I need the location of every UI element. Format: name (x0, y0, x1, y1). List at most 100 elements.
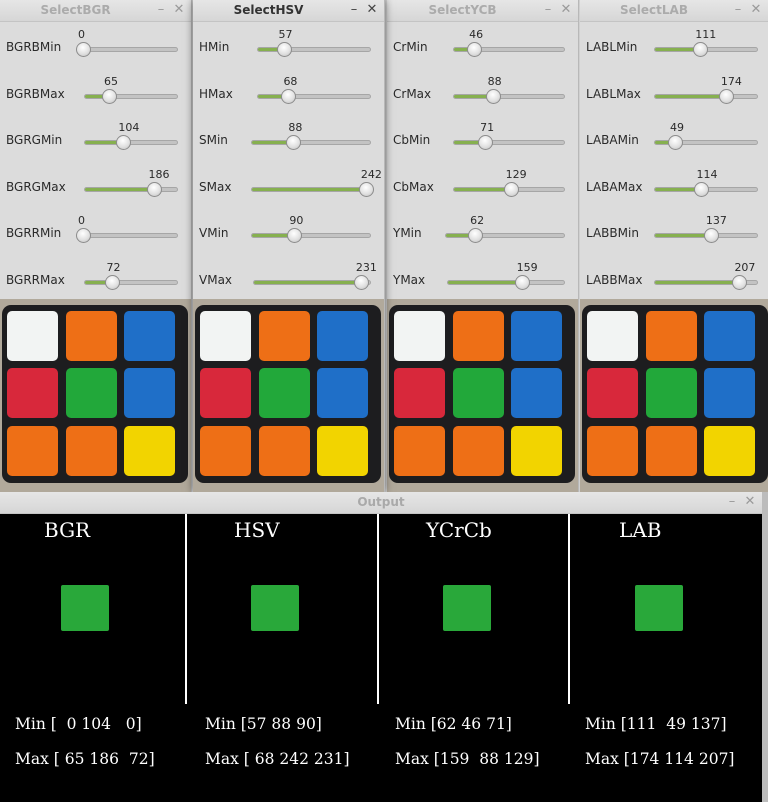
slider-handle[interactable] (353, 275, 369, 290)
slider-handle[interactable] (514, 275, 530, 290)
slider-track[interactable] (453, 89, 565, 104)
slider-track[interactable] (453, 135, 565, 150)
slider-track[interactable] (654, 228, 758, 243)
slider-fill (655, 234, 711, 237)
slider-handle[interactable] (286, 135, 302, 150)
slider-handle[interactable] (667, 135, 683, 150)
min-values: Min [ 0 104 0] (15, 715, 142, 733)
slider-handle[interactable] (693, 42, 709, 57)
slider-handle[interactable] (104, 275, 120, 290)
trackbar-label: HMax (199, 87, 233, 101)
slider-fill (85, 95, 109, 98)
trackbar-label: CbMin (393, 133, 431, 147)
slider-track[interactable] (447, 275, 565, 290)
title-bar[interactable]: SelectBGR – ✕ (0, 0, 191, 22)
slider-handle[interactable] (718, 89, 734, 104)
slider-track[interactable] (84, 275, 178, 290)
trackbar-value: 72 (106, 261, 121, 274)
trackbar-value: 137 (705, 214, 727, 227)
slider-handle[interactable] (76, 42, 91, 57)
min-values: Min [62 46 71] (395, 715, 512, 733)
slider-track[interactable] (251, 135, 371, 150)
slider-track[interactable] (84, 135, 178, 150)
title-bar[interactable]: SelectYCB – ✕ (387, 0, 578, 22)
slider-track[interactable] (453, 42, 565, 57)
panel-heading: LAB (619, 518, 662, 542)
slider-handle[interactable] (478, 135, 494, 150)
title-bar[interactable]: SelectLAB – ✕ (580, 0, 768, 22)
cube-sticker (200, 311, 251, 361)
cube-sticker (587, 426, 638, 476)
slider-handle[interactable] (485, 89, 501, 104)
minimize-icon[interactable]: – (544, 2, 552, 17)
slider-handle[interactable] (146, 182, 162, 197)
cube-sticker (124, 426, 175, 476)
slider-fill (252, 234, 295, 237)
slider-handle[interactable] (116, 135, 132, 150)
output-panel-bgr: BGR Min [ 0 104 0] Max [ 65 186 72] (0, 514, 186, 802)
slider-handle[interactable] (358, 182, 374, 197)
slider-handle[interactable] (101, 89, 117, 104)
max-values: Max [ 68 242 231] (205, 750, 350, 768)
trackbar-row-smax: SMax 242 (193, 162, 384, 208)
slider-track[interactable] (76, 42, 178, 57)
output-panel-hsv: HSV Min [57 88 90] Max [ 68 242 231] (190, 514, 376, 802)
trackbar-label: CrMin (393, 40, 428, 54)
slider-track[interactable] (453, 182, 565, 197)
cube-sticker (511, 368, 562, 418)
slider-handle[interactable] (467, 42, 483, 57)
window-select-bgr: SelectBGR – ✕ BGRBMin 0 BGRBMax 65 BGRGMin 10… (0, 0, 192, 492)
slider-handle[interactable] (287, 228, 303, 243)
close-icon[interactable]: ✕ (560, 2, 572, 17)
trackbar-label: LABLMin (586, 40, 638, 54)
close-icon[interactable]: ✕ (366, 2, 378, 17)
slider-track[interactable] (84, 182, 178, 197)
close-icon[interactable]: ✕ (750, 2, 762, 17)
close-icon[interactable]: ✕ (744, 494, 756, 509)
mask-blob (443, 585, 491, 631)
slider-handle[interactable] (276, 42, 292, 57)
window-title: SelectYCB (428, 3, 497, 17)
title-bar[interactable]: Output – ✕ (0, 492, 762, 514)
close-icon[interactable]: ✕ (173, 2, 185, 17)
slider-track[interactable] (251, 228, 371, 243)
slider-handle[interactable] (703, 228, 719, 243)
slider-track[interactable] (654, 275, 758, 290)
slider-track[interactable] (445, 228, 565, 243)
trackbar-value: 57 (278, 28, 293, 41)
slider-track[interactable] (251, 182, 374, 197)
trackbar-row-bgrrmax: BGRRMax 72 (0, 255, 191, 301)
trackbar-row-hmin: HMin 57 (193, 22, 384, 68)
slider-track[interactable] (257, 42, 371, 57)
minimize-icon[interactable]: – (157, 2, 165, 17)
slider-fill (252, 188, 366, 191)
minimize-icon[interactable]: – (734, 2, 742, 17)
slider-handle[interactable] (503, 182, 519, 197)
title-bar[interactable]: SelectHSV – ✕ (193, 0, 384, 22)
slider-track[interactable] (654, 89, 758, 104)
trackbar-value: 68 (283, 75, 298, 88)
slider-handle[interactable] (468, 228, 484, 243)
slider-handle[interactable] (732, 275, 748, 290)
trackbar-row-lablmin: LABLMin 111 (580, 22, 768, 68)
slider-track[interactable] (654, 135, 758, 150)
panel-heading: HSV (234, 518, 280, 542)
max-values: Max [174 114 207] (585, 750, 735, 768)
slider-handle[interactable] (694, 182, 710, 197)
trackbar-row-vmax: VMax 231 (193, 255, 384, 301)
trackbar-label: SMax (199, 180, 232, 194)
minimize-icon[interactable]: – (728, 494, 736, 509)
slider-track[interactable] (654, 182, 758, 197)
slider-track[interactable] (84, 89, 178, 104)
trackbar-row-crmin: CrMin 46 (387, 22, 578, 68)
slider-handle[interactable] (76, 228, 91, 243)
minimize-icon[interactable]: – (350, 2, 358, 17)
slider-track[interactable] (253, 275, 371, 290)
slider-track[interactable] (76, 228, 178, 243)
slider-track[interactable] (257, 89, 371, 104)
slider-handle[interactable] (281, 89, 297, 104)
slider-fill (454, 188, 511, 191)
cube-sticker (200, 368, 251, 418)
cube-sticker (259, 368, 310, 418)
slider-track[interactable] (654, 42, 758, 57)
